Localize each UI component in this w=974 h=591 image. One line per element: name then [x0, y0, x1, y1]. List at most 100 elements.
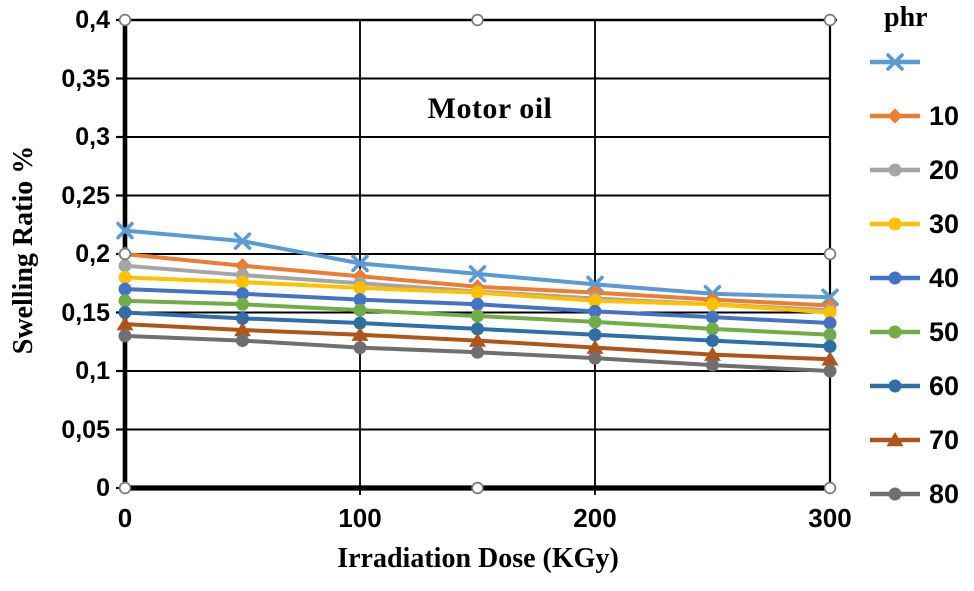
y-tick-label: 0,05: [61, 415, 110, 444]
legend-marker-20: [888, 163, 902, 177]
x-marker-stroke: [586, 275, 604, 294]
series-marker-80: [471, 345, 484, 359]
legend-marker-50: [888, 325, 902, 339]
series-marker-80: [823, 364, 837, 378]
y-tick-label: 0,4: [75, 6, 110, 34]
series-marker-10: [234, 258, 251, 274]
series-marker-50: [353, 303, 367, 317]
x-marker-stroke: [468, 265, 487, 283]
legend-title: phr: [884, 2, 928, 33]
series-marker-80: [588, 351, 602, 365]
legend-marker-40: [888, 271, 902, 285]
x-tick-label: 200: [573, 503, 617, 533]
legend-label-60: 60: [929, 371, 960, 401]
series-marker-50: [118, 294, 132, 308]
legend-label-10: 10: [929, 101, 960, 131]
legend-label-30: 30: [929, 209, 960, 239]
x-axis-title: Irradiation Dose (KGy): [337, 543, 619, 574]
x-marker-stroke: [886, 53, 904, 71]
series-marker-x: [468, 265, 487, 283]
legend-marker-70: [886, 432, 904, 447]
series-marker-20: [118, 259, 132, 273]
legend-label-20: 20: [929, 155, 960, 185]
x-tick-label: 100: [338, 503, 382, 533]
selection-handle: [471, 481, 484, 495]
series-marker-70: [821, 351, 839, 366]
series-marker-30: [353, 281, 367, 295]
legend-marker-10: [887, 108, 903, 124]
chart-title: Motor oil: [427, 92, 553, 125]
legend-label-70: 70: [929, 425, 960, 455]
series-marker-30: [588, 294, 602, 308]
series-marker-30: [706, 297, 719, 311]
series-marker-70: [234, 322, 251, 337]
legend-marker-60: [888, 379, 902, 393]
series-marker-50: [706, 322, 719, 336]
series-marker-70: [351, 326, 369, 341]
series-marker-40: [823, 316, 837, 330]
series-marker-30: [118, 270, 132, 284]
legend-label-80: 80: [929, 479, 960, 509]
x-tick-label: 0: [117, 503, 133, 533]
series-marker-70: [469, 332, 486, 347]
y-tick-label: 0,25: [61, 181, 110, 210]
legend-label-40: 40: [929, 263, 960, 293]
series-marker-70: [116, 316, 134, 331]
selection-handle: [823, 247, 837, 261]
series-marker-30: [236, 275, 249, 289]
series-marker-x: [821, 288, 839, 307]
series-marker-x: [233, 232, 252, 250]
series-marker-60: [588, 328, 602, 342]
series-marker-60: [353, 316, 367, 330]
series-marker-50: [588, 315, 602, 329]
series-marker-50: [236, 297, 249, 311]
series-marker-30: [471, 286, 484, 300]
series-marker-80: [118, 329, 132, 343]
series-marker-x: [351, 254, 369, 273]
y-tick-label: 0,3: [75, 123, 110, 151]
legend-marker-80: [888, 487, 902, 501]
x-marker-stroke: [821, 288, 839, 307]
series-marker-60: [118, 306, 132, 319]
selection-handle: [471, 13, 484, 27]
series-marker-60: [471, 322, 484, 336]
series-marker-70: [704, 346, 721, 361]
x-marker-stroke: [116, 221, 134, 240]
legend-marker-30: [888, 217, 902, 231]
series-marker-40: [118, 282, 132, 296]
selection-handle: [118, 481, 132, 495]
y-tick-label: 0,15: [61, 298, 110, 327]
x-marker-stroke: [351, 254, 369, 273]
series-marker-60: [823, 339, 837, 353]
series-marker-80: [706, 358, 719, 372]
selection-handle: [118, 247, 132, 261]
y-tick-label: 0,35: [61, 64, 110, 93]
series-marker-60: [706, 334, 719, 348]
series-marker-40: [353, 293, 367, 307]
series-marker-50: [471, 309, 484, 323]
series-marker-50: [823, 328, 837, 342]
series-marker-x: [586, 275, 604, 294]
series-marker-30: [823, 306, 837, 319]
series-marker-80: [236, 334, 249, 348]
y-tick-label: 0: [96, 474, 110, 502]
y-tick-label: 0,1: [75, 357, 110, 385]
series-marker-60: [236, 311, 249, 325]
x-marker-stroke: [233, 232, 252, 250]
series-marker-x: [116, 221, 134, 240]
selection-handle: [823, 481, 837, 495]
series-marker-40: [236, 287, 249, 301]
y-tick-label: 0,2: [75, 240, 110, 268]
series-marker-80: [353, 341, 367, 355]
legend-label-50: 50: [929, 317, 960, 347]
legend-marker-x: [886, 53, 904, 71]
x-tick-label: 300: [808, 503, 852, 533]
selection-handle: [823, 13, 837, 27]
series-marker-40: [471, 297, 484, 311]
series-marker-70: [586, 339, 604, 354]
selection-handle: [118, 13, 132, 27]
series-marker-40: [706, 310, 719, 324]
series-marker-40: [588, 304, 602, 318]
